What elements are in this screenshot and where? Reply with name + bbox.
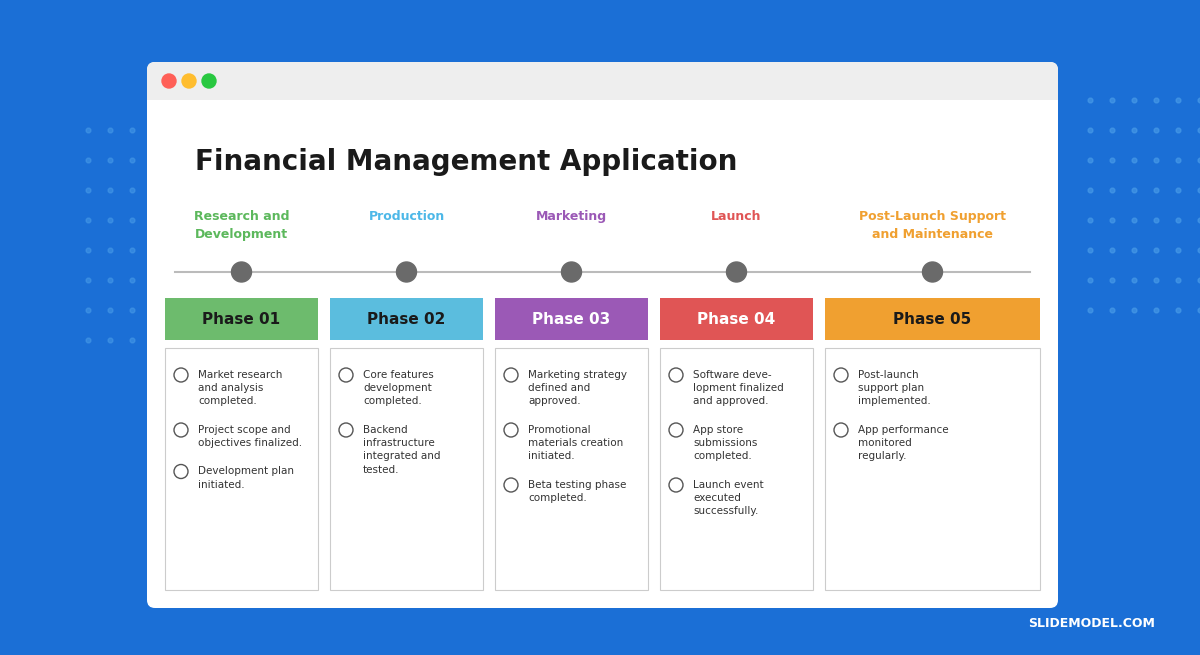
Circle shape: [504, 423, 518, 437]
Text: Phase 01: Phase 01: [203, 312, 281, 326]
Text: Research and
Development: Research and Development: [193, 210, 289, 241]
FancyBboxPatch shape: [496, 348, 648, 590]
Circle shape: [396, 262, 416, 282]
FancyBboxPatch shape: [330, 298, 482, 340]
Text: Launch: Launch: [712, 210, 762, 223]
Text: App performance
monitored
regularly.: App performance monitored regularly.: [858, 425, 949, 461]
Text: Software deve-
lopment finalized
and approved.: Software deve- lopment finalized and app…: [694, 370, 784, 406]
Circle shape: [504, 368, 518, 382]
Text: Post-Launch Support
and Maintenance: Post-Launch Support and Maintenance: [859, 210, 1006, 241]
Circle shape: [834, 368, 848, 382]
Text: Marketing: Marketing: [536, 210, 607, 223]
Circle shape: [182, 74, 196, 88]
Circle shape: [562, 262, 582, 282]
Circle shape: [340, 368, 353, 382]
Text: Phase 03: Phase 03: [533, 312, 611, 326]
Text: Phase 02: Phase 02: [367, 312, 445, 326]
Text: Beta testing phase
completed.: Beta testing phase completed.: [528, 480, 626, 503]
Text: Market research
and analysis
completed.: Market research and analysis completed.: [198, 370, 282, 406]
FancyBboxPatch shape: [826, 348, 1040, 590]
Circle shape: [504, 478, 518, 492]
Text: SLIDEMODEL.COM: SLIDEMODEL.COM: [1028, 617, 1154, 630]
FancyBboxPatch shape: [148, 62, 1058, 608]
Text: Project scope and
objectives finalized.: Project scope and objectives finalized.: [198, 425, 302, 448]
FancyBboxPatch shape: [166, 298, 318, 340]
Text: Backend
infrastructure
integrated and
tested.: Backend infrastructure integrated and te…: [364, 425, 440, 475]
Circle shape: [174, 423, 188, 437]
FancyBboxPatch shape: [330, 348, 482, 590]
Circle shape: [923, 262, 942, 282]
FancyBboxPatch shape: [496, 298, 648, 340]
Circle shape: [670, 478, 683, 492]
Text: Promotional
materials creation
initiated.: Promotional materials creation initiated…: [528, 425, 623, 461]
FancyBboxPatch shape: [166, 348, 318, 590]
Text: Development plan
initiated.: Development plan initiated.: [198, 466, 294, 490]
Text: Post-launch
support plan
implemented.: Post-launch support plan implemented.: [858, 370, 931, 406]
FancyBboxPatch shape: [660, 298, 814, 340]
Circle shape: [726, 262, 746, 282]
Circle shape: [174, 368, 188, 382]
FancyBboxPatch shape: [148, 62, 1058, 100]
Text: Phase 04: Phase 04: [697, 312, 775, 326]
Circle shape: [834, 423, 848, 437]
Text: Marketing strategy
defined and
approved.: Marketing strategy defined and approved.: [528, 370, 628, 406]
Text: Production: Production: [368, 210, 445, 223]
Circle shape: [174, 464, 188, 479]
FancyBboxPatch shape: [148, 81, 1058, 100]
Text: Phase 05: Phase 05: [893, 312, 972, 326]
Text: App store
submissions
completed.: App store submissions completed.: [694, 425, 757, 461]
Circle shape: [670, 423, 683, 437]
FancyBboxPatch shape: [826, 298, 1040, 340]
Text: Financial Management Application: Financial Management Application: [194, 148, 737, 176]
Circle shape: [670, 368, 683, 382]
FancyBboxPatch shape: [660, 348, 814, 590]
Circle shape: [232, 262, 252, 282]
Circle shape: [162, 74, 176, 88]
Text: Core features
development
completed.: Core features development completed.: [364, 370, 433, 406]
Text: Launch event
executed
successfully.: Launch event executed successfully.: [694, 480, 763, 516]
Circle shape: [202, 74, 216, 88]
Circle shape: [340, 423, 353, 437]
